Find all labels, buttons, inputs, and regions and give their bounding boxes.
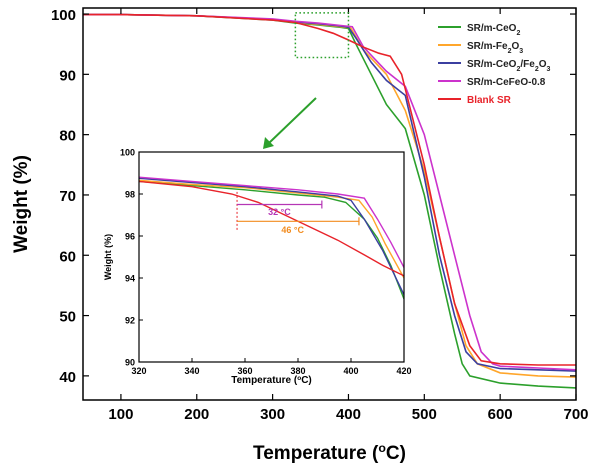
y-tick-label: 40 [59, 369, 76, 386]
zoom-box [294, 12, 350, 59]
x-axis-title-part: C) [386, 443, 406, 464]
inset-annotation-label: 32 °C [268, 207, 291, 217]
series-line [83, 13, 576, 366]
inset-x-axis-title-part: Temperature ( [231, 375, 298, 386]
inset-annotation-label: 46 °C [281, 225, 304, 235]
legend-label-part: 3 [519, 48, 523, 55]
legend-label: SR/m-CeO2/Fe2O3 [467, 59, 551, 73]
y-tick-label: 50 [59, 309, 76, 326]
legend-label-part: O [511, 41, 519, 52]
x-tick-label: 100 [108, 406, 133, 423]
legend-label-part: SR/m-CeO [467, 23, 517, 34]
y-tick-label: 100 [51, 7, 76, 24]
inset-x-tick-label: 420 [396, 366, 411, 376]
legend: SR/m-CeO2SR/m-Fe2O3SR/m-CeO2/Fe2O3SR/m-C… [438, 23, 551, 106]
inset-y-tick-label: 90 [125, 358, 135, 368]
x-axis-title-part: Temperature ( [253, 443, 379, 464]
y-axis-title: Weight (%) [11, 155, 32, 253]
legend-label: SR/m-Fe2O3 [467, 41, 523, 55]
legend-label-part: 2 [516, 66, 520, 73]
legend-label-part: 2 [516, 30, 520, 37]
inset-x-axis-title-part: o [297, 375, 301, 382]
legend-label-part: O [539, 59, 547, 70]
inset-y-tick-label: 98 [125, 190, 135, 200]
legend-label-part: SR/m-Fe [467, 41, 508, 52]
y-tick-label: 90 [59, 67, 76, 84]
inset-x-axis-title-part: C) [301, 375, 312, 386]
inset-series-line [139, 180, 404, 300]
zoom-marker [263, 12, 350, 149]
x-tick-label: 500 [412, 406, 437, 423]
y-tick-label: 60 [59, 248, 76, 265]
y-tick-label: 80 [59, 128, 76, 145]
legend-label-part: Blank SR [467, 95, 512, 106]
x-axis-title-part: o [378, 441, 386, 455]
inset-y-tick-label: 92 [125, 316, 135, 326]
legend-label-part: 2 [508, 48, 512, 55]
inset-frame [138, 151, 405, 363]
y-tick-label: 70 [59, 188, 76, 205]
x-tick-label: 400 [336, 406, 361, 423]
inset-x-tick-label: 360 [237, 366, 252, 376]
zoom-arrow-shaft [268, 97, 317, 144]
legend-label-part: SR/m-CeO [467, 59, 517, 70]
inset-background [102, 150, 408, 388]
zoom-arrow-head [263, 137, 274, 149]
inset-x-axis-title: Temperature (oC) [231, 375, 312, 387]
legend-label-part: SR/m-CeFeO-0.8 [467, 77, 546, 88]
inset-series-line [139, 177, 404, 296]
inset-y-tick-label: 96 [125, 232, 135, 242]
inset-x-tick-label: 320 [131, 366, 146, 376]
x-tick-label: 700 [563, 406, 588, 423]
main-plot: 100 200 300 400 500 600 700 40 50 60 70 80 90 100 Temp… [11, 7, 589, 464]
legend-label-part: /Fe [520, 59, 535, 70]
inset-series-line [139, 176, 404, 268]
legend-label-part: 2 [535, 66, 539, 73]
legend-label: SR/m-CeO2 [467, 23, 520, 37]
legend-label: Blank SR [467, 95, 512, 106]
x-tick-label: 200 [184, 406, 209, 423]
plot-frame [82, 7, 577, 401]
inset-x-tick-label: 340 [184, 366, 199, 376]
x-tick-label: 300 [260, 406, 285, 423]
inset-y-tick-label: 94 [125, 274, 135, 284]
legend-label-part: 3 [547, 66, 551, 73]
inset-series-line [139, 179, 404, 279]
inset-y-tick-label: 100 [120, 148, 135, 158]
inset-x-tick-label: 380 [290, 366, 305, 376]
inset-y-axis-title: Weight (%) [103, 234, 113, 280]
legend-label: SR/m-CeFeO-0.8 [467, 77, 546, 88]
inset-x-tick-label: 400 [343, 366, 358, 376]
inset-plot: 32 °C 46 °C 320 340 360 380 400 420 90 92 94 96 98 10… [102, 148, 412, 388]
x-axis-title: Temperature (oC) [253, 441, 406, 464]
x-tick-label: 600 [488, 406, 513, 423]
